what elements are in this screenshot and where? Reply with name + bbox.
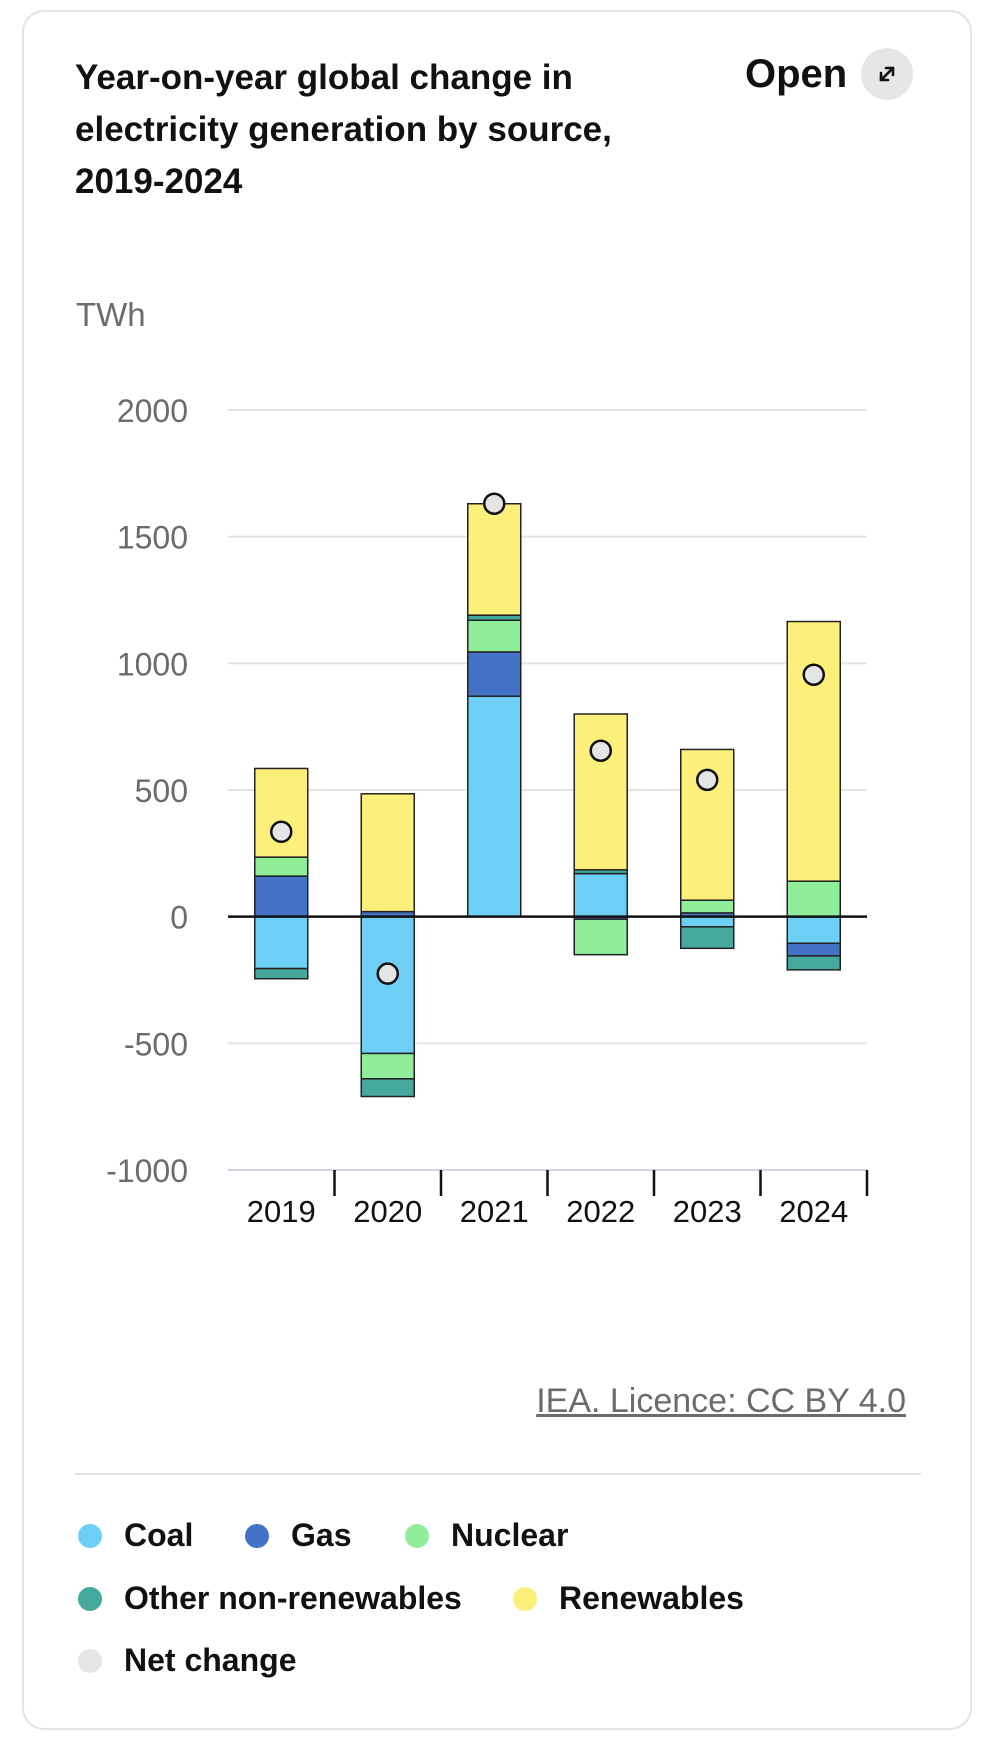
bar-segment (254, 915, 309, 970)
source-link[interactable]: IEA. Licence: CC BY 4.0 (536, 1382, 906, 1420)
bar-segment (467, 651, 522, 698)
legend-item[interactable]: Other non-renewables (78, 1580, 462, 1617)
legend-label: Other non-renewables (124, 1580, 462, 1616)
y-tick-label: 1500 (117, 520, 188, 556)
legend-label: Net change (124, 1642, 297, 1678)
legend-swatch (78, 1586, 102, 1611)
open-button[interactable]: Open (745, 48, 914, 100)
open-label: Open (745, 51, 848, 96)
y-tick-label: 500 (135, 773, 188, 809)
bar-segment (467, 695, 522, 918)
x-tick-label: 2020 (353, 1194, 422, 1229)
bar-segment (786, 955, 841, 971)
bar-segment (254, 767, 309, 858)
net-change-point (589, 739, 612, 762)
net-change-point (696, 768, 719, 792)
legend-swatch (405, 1523, 429, 1548)
chart-title: Year-on-year global change in electricit… (75, 58, 612, 201)
legend-item[interactable]: Nuclear (405, 1517, 568, 1554)
net-change-point (376, 962, 399, 985)
y-tick-label: 0 (170, 900, 188, 936)
bar-segment (680, 926, 735, 950)
legend-swatch (78, 1648, 102, 1673)
bar-segment (360, 1052, 415, 1080)
y-axis-label: TWh (76, 296, 146, 333)
bar-segment (254, 856, 309, 877)
legend-label: Gas (291, 1517, 352, 1553)
bar-segment (786, 880, 841, 918)
x-tick-label: 2023 (673, 1194, 742, 1229)
open-icon-button[interactable] (861, 48, 914, 100)
bar-segment (254, 967, 309, 980)
expand-arrows-icon (879, 66, 895, 82)
bar-segment (573, 872, 628, 918)
bar-segment (786, 942, 841, 957)
x-tick-label: 2024 (779, 1194, 848, 1229)
bar-segment (573, 918, 628, 956)
legend-label: Coal (124, 1517, 194, 1553)
bar-segment (360, 1078, 415, 1098)
net-change-point (483, 492, 506, 515)
legend-swatch (245, 1523, 269, 1548)
net-change-point (270, 820, 293, 844)
legend-item[interactable]: Net change (78, 1642, 296, 1679)
bar-segment (573, 713, 628, 871)
bar-segment (680, 915, 735, 928)
bar-segment (254, 875, 309, 918)
net-change-point (802, 663, 825, 686)
x-tick-label: 2022 (566, 1194, 635, 1229)
bar-segment (786, 915, 841, 945)
legend-item[interactable]: Gas (245, 1517, 351, 1554)
legend-label: Renewables (559, 1580, 744, 1616)
legend-swatch (78, 1523, 102, 1548)
bar-segment (680, 899, 735, 914)
bar-segment (467, 614, 522, 622)
bar-segment (360, 915, 415, 1055)
x-tick-label: 2019 (247, 1194, 316, 1229)
bar-segment (467, 502, 522, 616)
x-tick-label: 2021 (460, 1194, 529, 1229)
legend-divider (75, 1473, 921, 1475)
bar-segment (467, 619, 522, 653)
y-tick-label: -500 (124, 1026, 188, 1062)
legend-item[interactable]: Coal (78, 1517, 193, 1554)
legend-label: Nuclear (451, 1517, 569, 1553)
bar-segment (786, 620, 841, 882)
y-tick-label: -1000 (106, 1153, 188, 1189)
bar-chart: TWh 2000 1500 1000 500 0 -500 -1000 2019 2020 2021… (76, 296, 869, 1229)
legend-item[interactable]: Renewables (513, 1580, 744, 1617)
bar-segment (360, 793, 415, 913)
y-tick-label: 2000 (117, 393, 188, 429)
legend-swatch (513, 1586, 537, 1611)
y-tick-label: 1000 (117, 646, 188, 682)
